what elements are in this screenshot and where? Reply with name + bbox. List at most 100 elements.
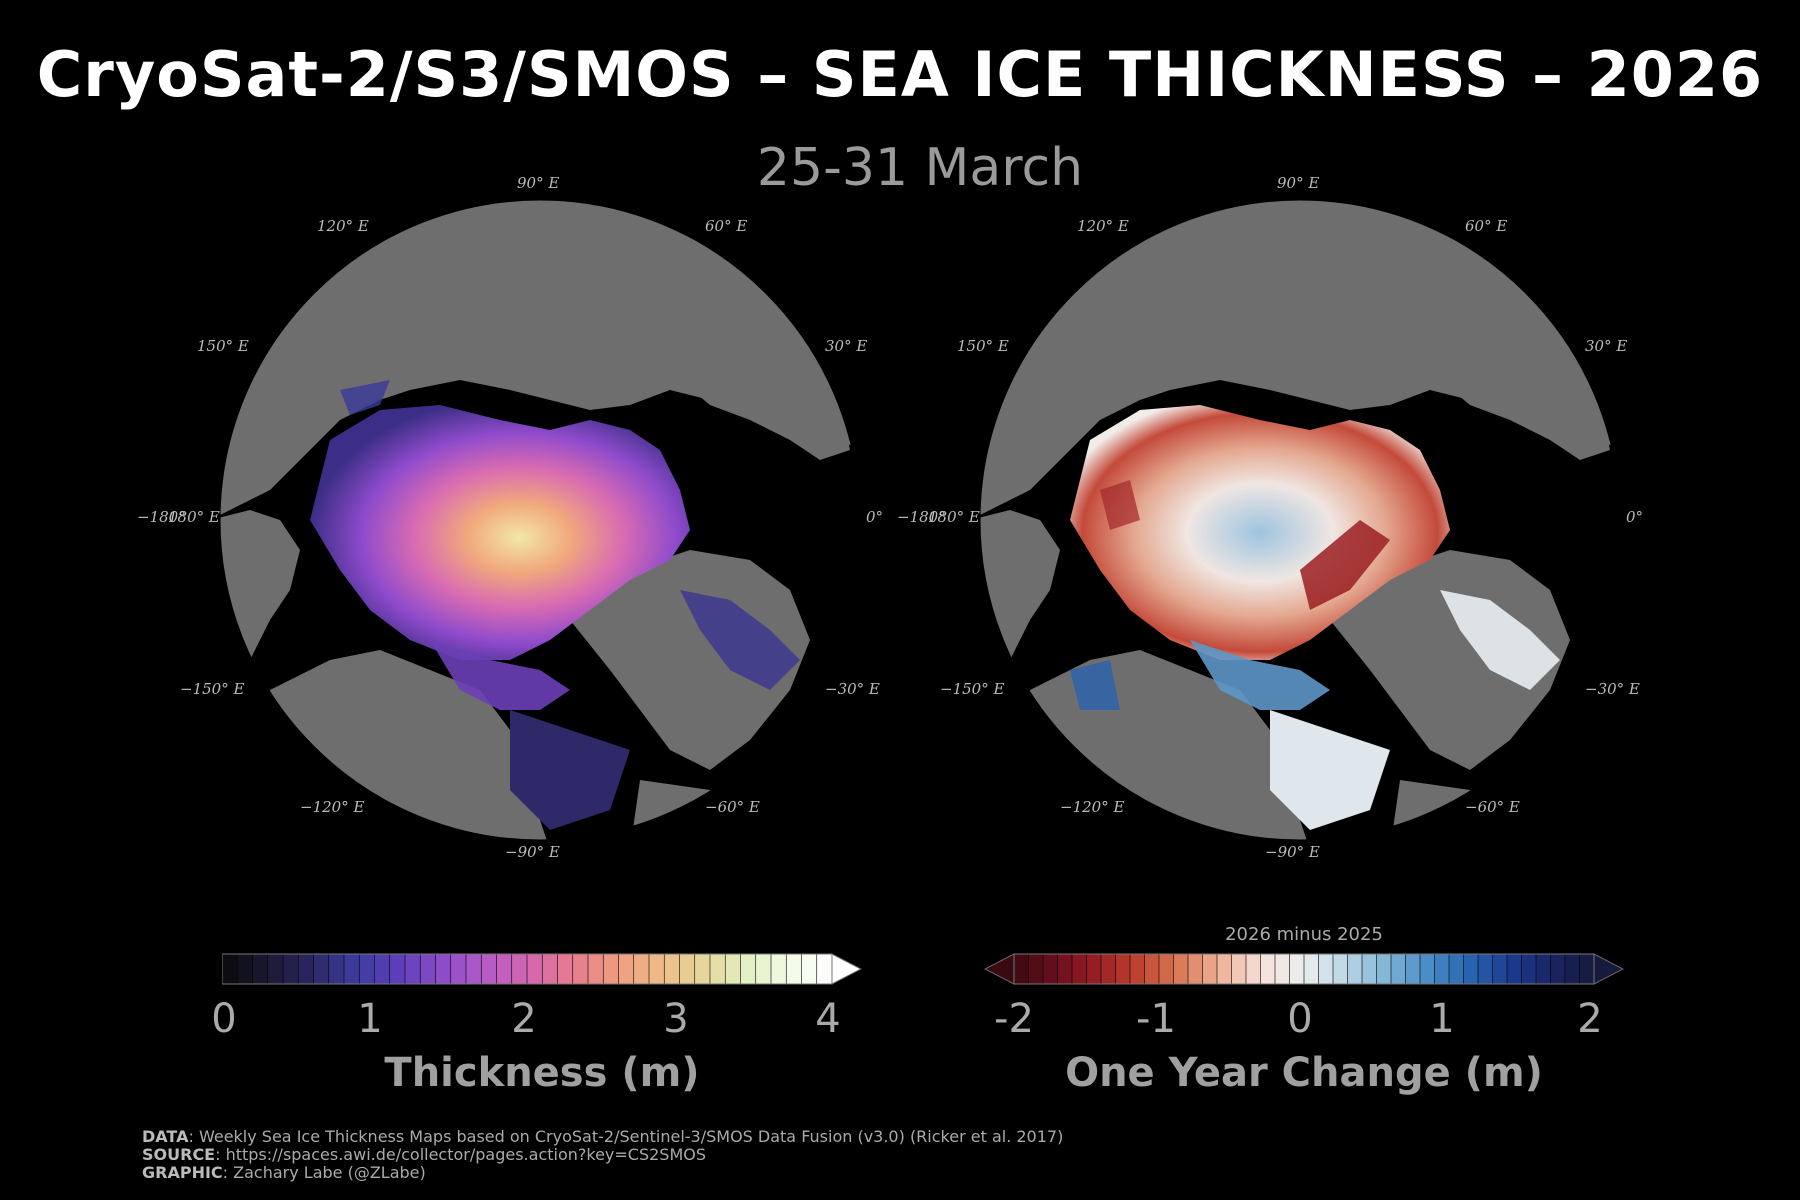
colorbar-segment	[267, 953, 284, 985]
colorbar-segment	[1376, 953, 1392, 985]
colorbar-segment	[252, 953, 269, 985]
colorbar-segment	[1419, 953, 1436, 985]
colorbar-segment	[313, 953, 330, 985]
change-colorbar-subtitle: 2026 minus 2025	[1225, 924, 1383, 945]
colorbar-segment	[1071, 953, 1088, 985]
lon-label: 0°	[1626, 508, 1644, 526]
colorbar-segment	[1144, 953, 1160, 985]
colorbar-extend-min	[984, 953, 1015, 985]
colorbar-segment	[740, 953, 757, 985]
change-colorbar-title: One Year Change (m)	[1065, 1050, 1543, 1096]
colorbar-tick: 4	[815, 996, 841, 1042]
colorbar-segment	[1318, 953, 1334, 985]
credit-source: SOURCE: https://spaces.awi.de/collector/…	[142, 1145, 707, 1164]
colorbar-segment	[465, 953, 483, 985]
colorbar-extend-max	[831, 953, 862, 985]
colorbar-segment	[1115, 953, 1131, 985]
colorbar-segment	[663, 953, 681, 985]
colorbar-segment	[724, 953, 742, 985]
lon-label: −150° E	[180, 680, 245, 698]
colorbar-segment	[770, 953, 788, 985]
lon-label: 150° E	[957, 337, 1009, 355]
colorbar-segment	[1013, 953, 1030, 985]
colorbar-segment	[496, 953, 513, 985]
colorbar-segment	[526, 953, 544, 985]
colorbar-segment	[1158, 953, 1175, 985]
colorbar-tick: 0	[1287, 996, 1313, 1042]
colorbar-extend-max	[1593, 953, 1624, 985]
lon-label: −90° E	[505, 843, 560, 861]
lon-label: −120° E	[1060, 798, 1125, 816]
thickness-colorbar	[222, 953, 862, 985]
lon-label: 150° E	[197, 337, 249, 355]
colorbar-segment	[450, 953, 467, 985]
colorbar-segment	[1361, 953, 1378, 985]
colorbar-segment	[1057, 953, 1073, 985]
lon-label: 180° E	[168, 508, 220, 526]
lon-label: 180° E	[928, 508, 980, 526]
colorbar-segment	[587, 953, 605, 985]
colorbar-segment	[816, 953, 833, 985]
colorbar-tick: 2	[511, 996, 537, 1042]
credit-graphic: GRAPHIC: Zachary Labe (@ZLabe)	[142, 1163, 426, 1182]
lon-label: 90° E	[1277, 174, 1320, 192]
colorbar-segment	[1303, 953, 1320, 985]
lon-label: −90° E	[1265, 843, 1320, 861]
lon-label: 120° E	[317, 217, 369, 235]
colorbar-tick: 0	[211, 996, 237, 1042]
colorbar-segment	[755, 953, 772, 985]
colorbar-segment	[694, 953, 711, 985]
colorbar-segment	[389, 953, 406, 985]
change-colorbar	[984, 953, 1624, 985]
colorbar-segment	[1477, 953, 1494, 985]
colorbar-segment	[419, 953, 437, 985]
change-map	[970, 190, 1630, 850]
colorbar-segment	[801, 953, 818, 985]
colorbar-segment	[1086, 953, 1102, 985]
colorbar-segment	[1506, 953, 1523, 985]
lon-label: 120° E	[1077, 217, 1129, 235]
colorbar-segment	[1173, 953, 1189, 985]
colorbar-segment	[1187, 953, 1204, 985]
colorbar-segment	[1289, 953, 1305, 985]
colorbar-segment	[1100, 953, 1117, 985]
colorbar-segment	[1231, 953, 1247, 985]
lon-label: −60° E	[1465, 798, 1520, 816]
colorbar-segment	[374, 953, 391, 985]
lon-label: 30° E	[1585, 337, 1628, 355]
colorbar-segment	[1216, 953, 1233, 985]
colorbar-segment	[1274, 953, 1291, 985]
lon-label: 60° E	[1465, 217, 1508, 235]
colorbar-segment	[1564, 953, 1581, 985]
lon-label: 60° E	[705, 217, 748, 235]
colorbar-segment	[709, 953, 727, 985]
colorbar-segment	[1535, 953, 1552, 985]
lon-label: −180°	[137, 508, 186, 526]
colorbar-frame	[222, 953, 833, 985]
lon-label: −150° E	[940, 680, 1005, 698]
colorbar-tick: -1	[1136, 996, 1176, 1042]
colorbar-segment	[1028, 953, 1044, 985]
colorbar-tick: 1	[357, 996, 383, 1042]
colorbar-segment	[1521, 953, 1537, 985]
colorbar-segment	[557, 953, 574, 985]
thickness-map	[210, 190, 870, 850]
lon-label: 90° E	[517, 174, 560, 192]
colorbar-tick: -2	[994, 996, 1034, 1042]
lon-label: −120° E	[300, 798, 365, 816]
colorbar-segment	[1448, 953, 1465, 985]
colorbar-segment	[648, 953, 666, 985]
colorbar-segment	[1347, 953, 1363, 985]
colorbar-segment	[282, 953, 300, 985]
lon-label: −30° E	[1585, 680, 1640, 698]
colorbar-segment	[1332, 953, 1349, 985]
colorbar-segment	[297, 953, 315, 985]
lon-label: −180°	[897, 508, 946, 526]
colorbar-segment	[1042, 953, 1059, 985]
lon-label: −60° E	[705, 798, 760, 816]
colorbar-frame	[1013, 953, 1595, 985]
lon-label: 0°	[866, 508, 884, 526]
colorbar-segment	[633, 953, 650, 985]
colorbar-segment	[236, 953, 254, 985]
credits: DATA: Weekly Sea Ice Thickness Maps base…	[142, 1128, 1063, 1182]
